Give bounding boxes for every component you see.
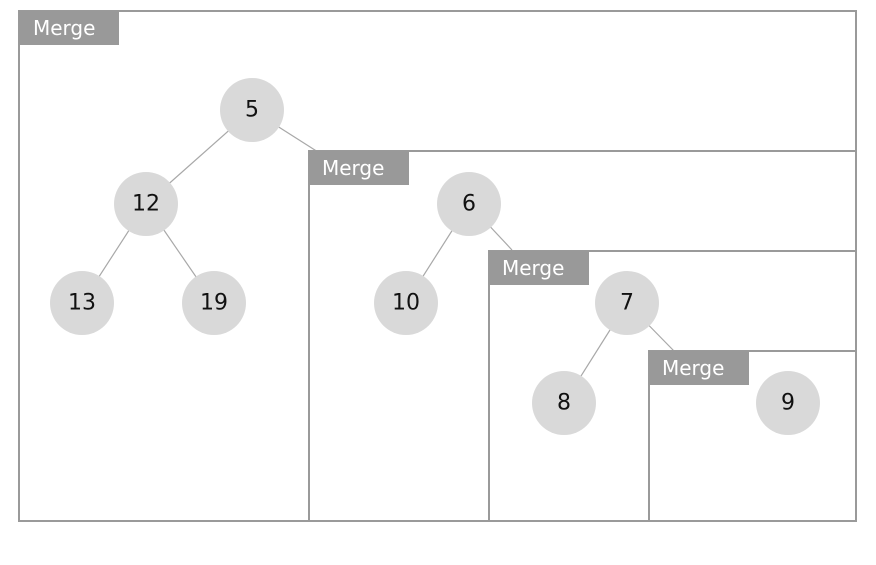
node-value: 9 (781, 391, 795, 416)
merge-tag-label: Merge (33, 16, 95, 40)
merge-tag (19, 11, 119, 45)
node-10: 10 (374, 271, 438, 335)
node-8: 8 (532, 371, 596, 435)
node-circle (437, 172, 501, 236)
merge-box-2: Merge (308, 150, 857, 522)
merge-tag (489, 251, 589, 285)
node-circle (50, 271, 114, 335)
node-7: 7 (595, 271, 659, 335)
node-value: 5 (245, 98, 259, 123)
merge-box-4: Merge (648, 350, 857, 522)
merge-tag (649, 351, 749, 385)
merge-tag-label: Merge (502, 256, 564, 280)
node-value: 12 (132, 192, 160, 217)
node-value: 10 (392, 291, 420, 316)
node-circle (374, 271, 438, 335)
merge-box-1: Merge (18, 10, 857, 522)
node-value: 7 (620, 291, 634, 316)
node-circle (595, 271, 659, 335)
node-value: 8 (557, 391, 571, 416)
node-value: 13 (68, 291, 96, 316)
node-circle (220, 78, 284, 142)
node-6: 6 (437, 172, 501, 236)
merge-box-border (18, 10, 857, 522)
node-circle (532, 371, 596, 435)
node-circle (756, 371, 820, 435)
node-9: 9 (756, 371, 820, 435)
node-value: 19 (200, 291, 228, 316)
node-13: 13 (50, 271, 114, 335)
node-5: 5 (220, 78, 284, 142)
merge-tag-label: Merge (662, 356, 724, 380)
node-19: 19 (182, 271, 246, 335)
merge-tag (309, 151, 409, 185)
node-12: 12 (114, 172, 178, 236)
node-circle (114, 172, 178, 236)
merge-box-border (648, 350, 857, 522)
node-value: 6 (462, 192, 476, 217)
merge-tag-label: Merge (322, 156, 384, 180)
merge-box-border (308, 150, 857, 522)
merge-box-3: Merge (488, 250, 857, 522)
node-circle (182, 271, 246, 335)
